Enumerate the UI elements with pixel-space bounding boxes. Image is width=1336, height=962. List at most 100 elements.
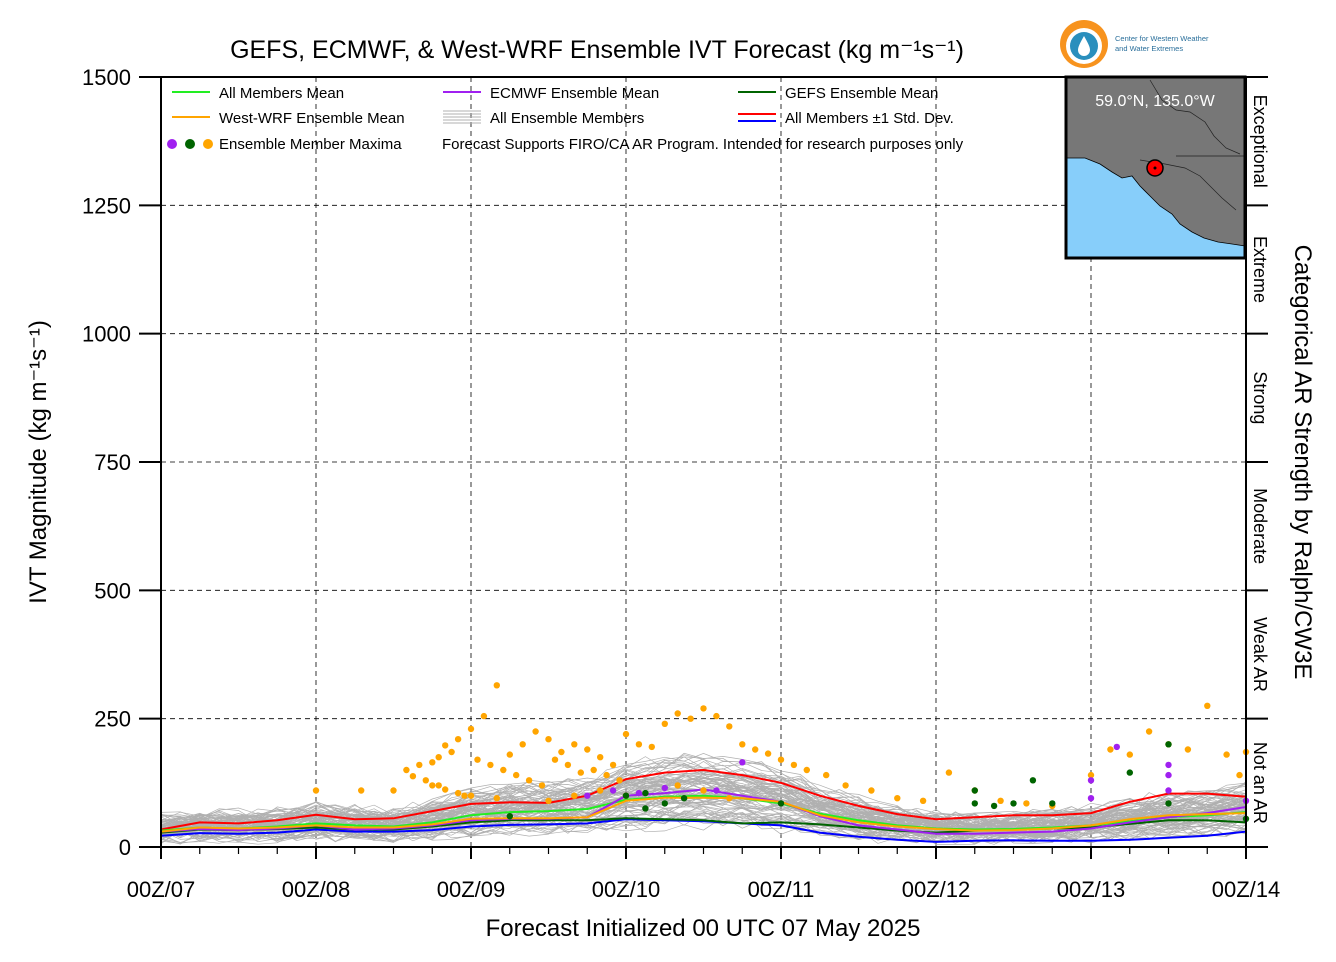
x-tick-label: 00Z/09 (437, 877, 506, 902)
maxima-point (312, 787, 320, 794)
maxima-point (538, 782, 546, 789)
maxima-point (1126, 769, 1134, 776)
maxima-point (609, 787, 617, 794)
maxima-point (1113, 743, 1121, 751)
legend-note: Forecast Supports FIRO/CA AR Program. In… (442, 136, 964, 153)
maxima-point (487, 761, 494, 769)
maxima-point (1107, 746, 1114, 753)
location-inset-map: 59.0°N, 135.0°W (1064, 75, 1247, 260)
legend-label-std: All Members ±1 Std. Dev. (785, 110, 954, 127)
category-label: Strong (1250, 371, 1270, 424)
x-tick-label: 00Z/14 (1212, 877, 1281, 902)
x-tick-label: 00Z/13 (1057, 877, 1126, 902)
ensemble-member-line (160, 758, 1247, 829)
maxima-point (474, 756, 481, 763)
maxima-point (997, 797, 1004, 804)
legend-swatch-all-members (443, 110, 481, 124)
maxima-point (1165, 741, 1172, 748)
legend-label-all-mean: All Members Mean (219, 85, 344, 102)
maxima-point (442, 742, 449, 749)
y-tick-label: 250 (94, 707, 131, 732)
maxima-point (1165, 761, 1172, 769)
maxima-point (971, 800, 978, 807)
maxima-point (454, 789, 462, 797)
category-label: Weak AR (1250, 617, 1270, 692)
maxima-point (597, 787, 604, 794)
legend: All Members Mean ECMWF Ensemble Mean GEF… (167, 85, 964, 153)
maxima-point (635, 741, 643, 748)
maxima-point (409, 773, 417, 780)
maxima-point (990, 802, 998, 810)
x-tick-label: 00Z/10 (592, 877, 661, 902)
maxima-point (1029, 777, 1037, 784)
maxima-point (642, 789, 649, 797)
x-tick-label: 00Z/11 (748, 877, 815, 902)
y-axis-label: IVT Magnitude (kg m⁻¹s⁻¹) (25, 320, 52, 604)
maxima-point (493, 795, 500, 802)
maxima-point (971, 787, 978, 794)
maxima-point (823, 771, 830, 779)
maxima-point (1087, 777, 1095, 784)
maxima-point (894, 795, 901, 802)
inset-location-label: 59.0°N, 135.0°W (1095, 93, 1215, 110)
maxima-point (661, 800, 668, 807)
y-tick-label: 500 (94, 578, 131, 603)
cw3e-logo: Center for Western Weather and Water Ext… (1060, 20, 1209, 68)
maxima-point (868, 787, 875, 794)
y-axis-ticks: 0 250 500 750 1000 1250 1500 (82, 65, 161, 860)
maxima-point (590, 766, 597, 774)
legend-label-gefs-mean: GEFS Ensemble Mean (785, 85, 938, 102)
maxima-point (597, 754, 604, 761)
maxima-point (358, 787, 365, 794)
ensemble-member-line (160, 778, 1247, 830)
maxima-point (564, 761, 572, 769)
maxima-point (577, 769, 584, 776)
maxima-point (687, 715, 694, 722)
maxima-point (790, 761, 798, 769)
legend-label-all-members: All Ensemble Members (490, 110, 644, 127)
maxima-point (661, 720, 668, 727)
maxima-point (429, 759, 436, 766)
maxima-point (532, 728, 539, 735)
std-upper-line (160, 768, 1247, 831)
category-label: Not an AR (1250, 742, 1270, 824)
x-tick-label: 00Z/07 (127, 877, 196, 902)
maxima-point (945, 769, 953, 776)
maxima-point (1165, 771, 1172, 779)
x-axis-label: Forecast Initialized 00 UTC 07 May 2025 (486, 915, 921, 942)
maxima-point (622, 792, 630, 799)
maxima-point (480, 712, 488, 720)
maxima-point (416, 761, 423, 769)
maxima-point (616, 777, 623, 784)
category-label: Moderate (1250, 488, 1270, 564)
x-tick-label: 00Z/08 (282, 877, 351, 902)
maxima-point (571, 792, 578, 799)
maxima-point (551, 756, 559, 763)
y-tick-label: 1250 (82, 193, 131, 218)
maxima-point (661, 784, 668, 792)
chart-title: GEFS, ECMWF, & West-WRF Ensemble IVT For… (230, 36, 964, 64)
maxima-point (739, 741, 746, 748)
maxima-point (1184, 746, 1192, 753)
maxima-point (609, 761, 617, 769)
maxima-point (545, 797, 552, 804)
maxima-point (448, 748, 455, 756)
maxima-point (603, 771, 610, 779)
maxima-point (506, 751, 513, 758)
ensemble-member-line (160, 754, 1247, 825)
maxima-point (467, 725, 475, 733)
maxima-point (493, 682, 500, 689)
maxima-point (429, 782, 436, 789)
legend-dot-westwrf (203, 139, 213, 149)
logo-text-line1: Center for Western Weather (1115, 34, 1209, 43)
maxima-point (390, 787, 397, 794)
maxima-point (558, 748, 565, 756)
maxima-point (726, 795, 733, 802)
maxima-point (674, 782, 681, 789)
maxima-point (1087, 771, 1095, 779)
y-tick-label: 0 (119, 835, 131, 860)
ensemble-maxima-points (312, 682, 1250, 822)
maxima-point (777, 756, 785, 763)
legend-label-westwrf-mean: West-WRF Ensemble Mean (219, 110, 405, 127)
